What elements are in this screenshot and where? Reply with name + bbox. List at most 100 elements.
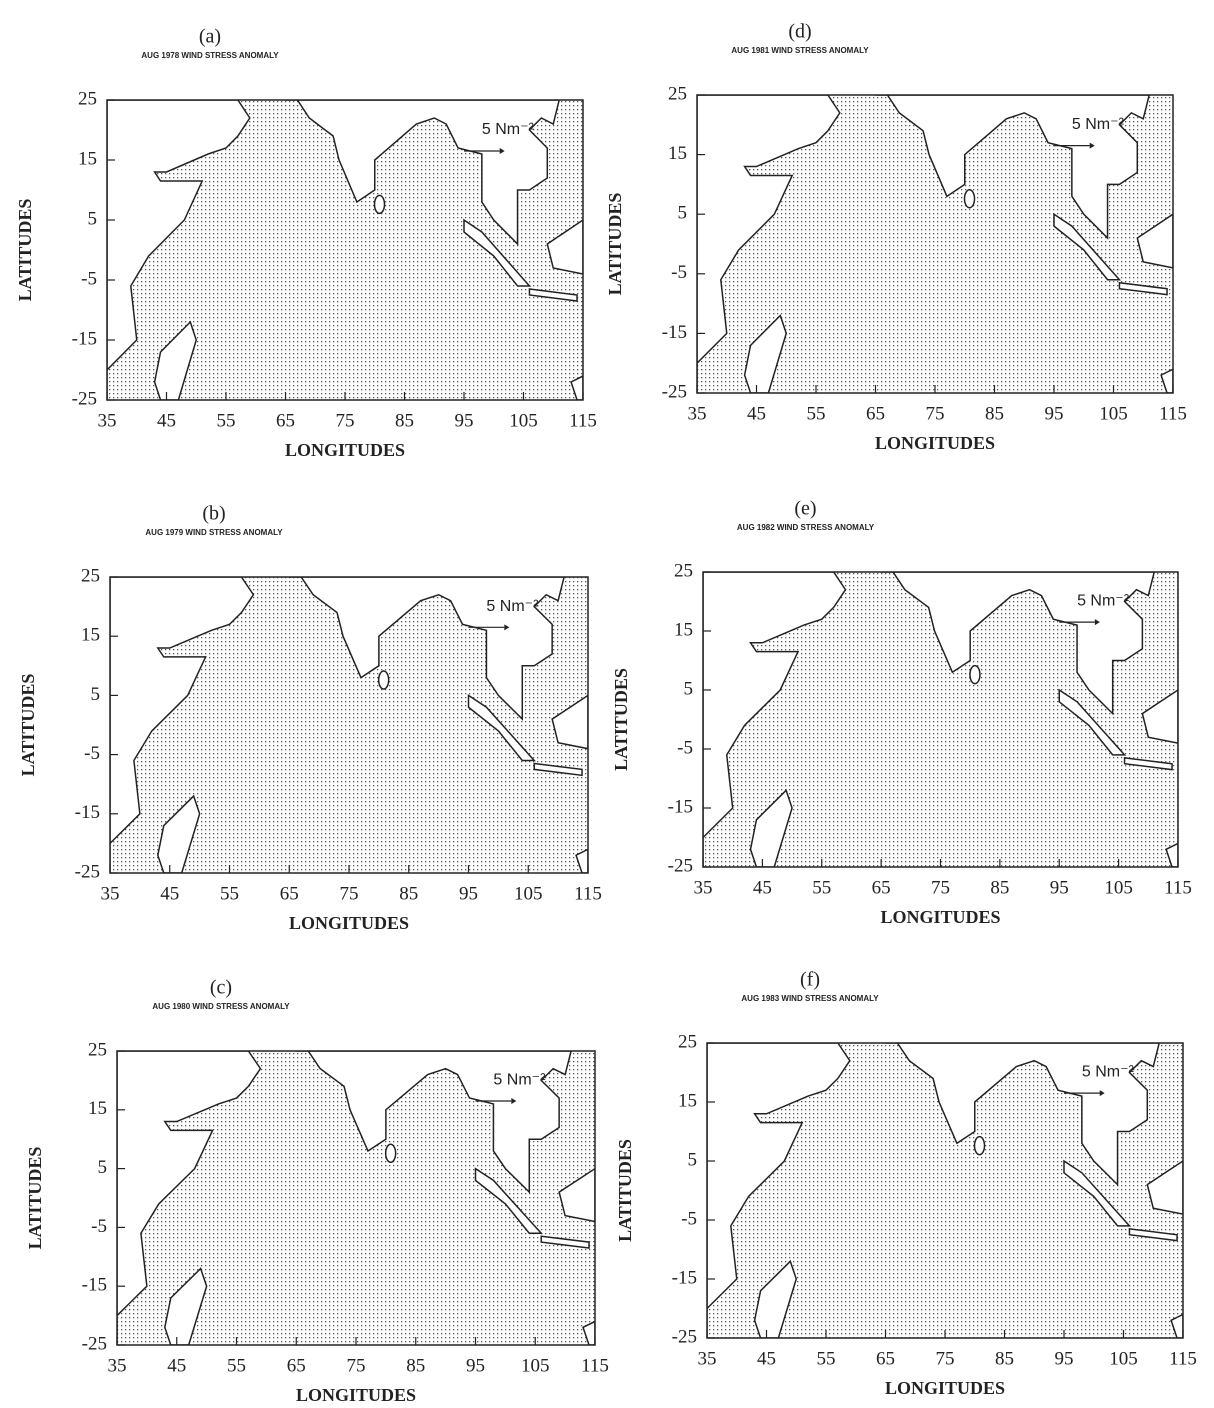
x-tick-label: 105 <box>1099 403 1128 424</box>
x-tick-label: 115 <box>569 410 597 431</box>
x-tick-label: 115 <box>1164 877 1192 898</box>
y-tick-label: -5 <box>91 1216 107 1237</box>
y-tick-label: -15 <box>82 1275 107 1296</box>
x-tick-label: 95 <box>455 410 474 431</box>
scale-arrowhead <box>1089 142 1095 149</box>
coastline <box>164 1267 208 1345</box>
y-tick-label: 5 <box>91 684 101 705</box>
y-tick-label: 15 <box>674 619 693 640</box>
y-tick-label: 25 <box>678 1031 697 1052</box>
y-tick-label: 15 <box>81 625 100 646</box>
sri-lanka <box>373 194 386 215</box>
x-tick-label: 95 <box>1045 403 1064 424</box>
x-tick-label: 55 <box>217 410 236 431</box>
coastline <box>743 314 788 393</box>
x-tick-label: 55 <box>227 1355 246 1376</box>
x-tick-label: 85 <box>399 883 418 904</box>
panel-title: AUG 1982 WIND STRESS ANOMALY <box>737 523 875 532</box>
coastline <box>551 694 588 750</box>
x-tick-label: 45 <box>157 410 176 431</box>
coastline <box>703 572 847 867</box>
coastline <box>1053 212 1122 281</box>
y-tick-label: -25 <box>672 1326 697 1347</box>
y-axis-label: LATITUDES <box>18 674 38 777</box>
coastline <box>1170 1313 1183 1338</box>
coastline <box>1128 1228 1178 1242</box>
x-tick-label: 65 <box>276 410 295 431</box>
x-tick-label: 85 <box>985 403 1004 424</box>
scale-arrowhead <box>499 148 505 154</box>
x-axis-label: LONGITUDES <box>296 1385 416 1405</box>
x-tick-label: 115 <box>574 883 602 904</box>
scale-arrowhead <box>504 624 510 631</box>
y-tick-label: -15 <box>72 328 97 349</box>
coastline <box>157 794 201 873</box>
y-tick-label: -25 <box>75 861 100 882</box>
y-axis-label: LATITUDES <box>605 193 625 296</box>
y-tick-label: 15 <box>668 143 687 164</box>
y-axis-label: LATITUDES <box>25 1147 45 1250</box>
coastline <box>697 95 841 393</box>
sri-lanka <box>963 188 976 209</box>
scale-label: 5 Nm⁻² <box>1077 593 1130 610</box>
panel-label: (c) <box>210 977 232 999</box>
coastline <box>1165 842 1178 867</box>
y-tick-label: 15 <box>678 1090 697 1111</box>
x-tick-label: 95 <box>466 1355 485 1376</box>
land <box>110 577 588 873</box>
x-tick-label: 85 <box>990 877 1009 898</box>
y-tick-label: -15 <box>662 322 687 343</box>
land <box>107 100 583 400</box>
coastline <box>875 95 1150 240</box>
coastline <box>546 219 583 275</box>
x-tick-label: 115 <box>581 1355 609 1376</box>
x-tick-label: 55 <box>807 403 826 424</box>
panel-title: AUG 1981 WIND STRESS ANOMALY <box>731 46 869 55</box>
x-tick-label: 55 <box>817 1348 836 1369</box>
map-panel: (b) AUG 1979 WIND STRESS ANOMALY 5 Nm⁻² 35 4… <box>18 503 602 934</box>
y-tick-label: -15 <box>668 796 693 817</box>
panel-label: (e) <box>794 498 816 520</box>
coastline <box>528 288 578 302</box>
map-panel: (c) AUG 1980 WIND STRESS ANOMALY 5 Nm⁻² 35 4… <box>25 977 609 1406</box>
x-axis-label: LONGITUDES <box>880 907 1000 927</box>
x-axis-label: LONGITUDES <box>289 913 409 933</box>
x-tick-label: 95 <box>1050 877 1069 898</box>
sri-lanka <box>969 664 981 685</box>
coastline <box>1136 213 1173 269</box>
x-tick-label: 95 <box>1055 1348 1074 1369</box>
x-tick-label: 65 <box>876 1348 895 1369</box>
y-tick-label: -5 <box>677 737 693 758</box>
coastline <box>582 1320 595 1345</box>
panel-label: (d) <box>788 21 811 43</box>
coastline <box>467 694 536 762</box>
coastline <box>463 218 532 287</box>
y-axis-label: LATITUDES <box>15 199 35 302</box>
panel-label: (a) <box>199 26 221 48</box>
scale-arrowhead <box>1099 1090 1105 1097</box>
coastline <box>1118 281 1168 296</box>
y-tick-label: -5 <box>81 268 97 289</box>
x-tick-label: 55 <box>812 877 831 898</box>
coastline <box>753 1259 798 1338</box>
map-panel: (f) AUG 1983 WIND STRESS ANOMALY 5 Nm⁻² 35 4… <box>615 969 1197 1399</box>
x-axis-label: LONGITUDES <box>875 433 995 453</box>
land <box>117 1051 595 1345</box>
x-tick-label: 35 <box>101 883 120 904</box>
y-tick-label: 5 <box>688 1149 698 1170</box>
x-tick-label: 85 <box>406 1355 425 1376</box>
sri-lanka <box>384 1143 397 1164</box>
panel-label: (f) <box>800 969 820 991</box>
x-tick-label: 35 <box>98 410 117 431</box>
scale-label: 5 Nm⁻² <box>493 1072 546 1089</box>
x-tick-label: 115 <box>1169 1348 1197 1369</box>
x-tick-label: 95 <box>459 883 478 904</box>
y-tick-label: -25 <box>72 388 97 409</box>
scale-label: 5 Nm⁻² <box>1072 116 1125 133</box>
x-tick-label: 45 <box>757 1348 776 1369</box>
x-tick-label: 105 <box>1109 1348 1138 1369</box>
x-tick-label: 115 <box>1159 403 1187 424</box>
x-tick-label: 85 <box>995 1348 1014 1369</box>
y-tick-label: -15 <box>75 802 100 823</box>
